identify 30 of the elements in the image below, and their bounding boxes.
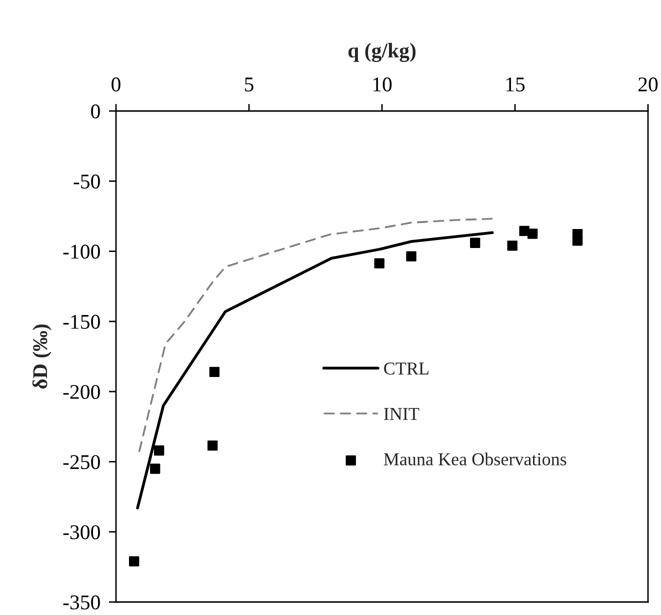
y-tick-label: 0 <box>91 104 100 118</box>
point <box>207 440 218 451</box>
point <box>470 238 480 248</box>
y-tick-label: -300 <box>63 525 100 540</box>
x-axis-title: q (g/kg) <box>348 42 416 62</box>
y-tick-label: -350 <box>63 595 100 610</box>
y-axis-title: δD (‰) <box>32 324 52 389</box>
y-tick-label: -50 <box>74 174 100 189</box>
x-tick-label: 15 <box>506 78 525 92</box>
point <box>154 445 164 456</box>
point <box>129 556 140 566</box>
legend-label: CTRL <box>384 362 428 375</box>
x-tick-label: 10 <box>373 77 392 92</box>
point <box>374 258 384 268</box>
line-series <box>138 218 494 453</box>
point <box>572 236 583 246</box>
x-tick-label: 20 <box>638 77 658 92</box>
y-tick-label: -100 <box>63 244 100 259</box>
point <box>527 228 538 239</box>
legend-label: Mauna Kea Observations <box>384 452 566 466</box>
y-tick-label: -150 <box>63 314 100 329</box>
x-tick-label: 5 <box>245 78 254 92</box>
point <box>150 464 160 474</box>
point <box>209 366 220 378</box>
y-tick-label: -250 <box>63 455 100 470</box>
point <box>507 240 518 251</box>
x-tick-label: 0 <box>112 77 120 92</box>
legend-label: INIT <box>384 408 420 420</box>
point <box>406 251 416 262</box>
y-tick-label: -200 <box>63 384 100 400</box>
